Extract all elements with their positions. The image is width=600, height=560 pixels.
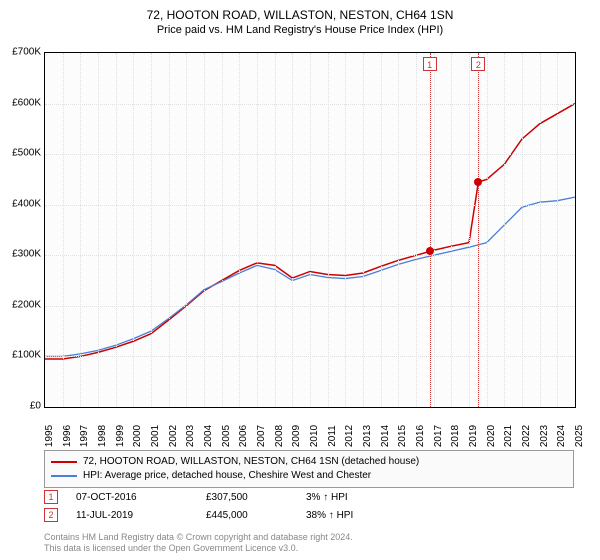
- xtick-label: 2019: [468, 425, 479, 447]
- xtick-label: 1998: [97, 425, 108, 447]
- ytick-label: £400K: [12, 198, 41, 209]
- xtick-label: 2009: [291, 425, 302, 447]
- transaction-marker: [426, 247, 434, 255]
- transaction-number-box: 2: [44, 508, 58, 522]
- transaction-vline: [430, 53, 431, 407]
- xtick-label: 2008: [274, 425, 285, 447]
- chart-title-block: 72, HOOTON ROAD, WILLASTON, NESTON, CH64…: [0, 0, 600, 36]
- legend-label: 72, HOOTON ROAD, WILLASTON, NESTON, CH64…: [83, 455, 419, 469]
- transaction-date: 07-OCT-2016: [76, 492, 206, 503]
- xtick-label: 2015: [397, 425, 408, 447]
- transaction-box: 1: [423, 57, 437, 71]
- xtick-label: 2025: [574, 425, 585, 447]
- xtick-label: 2014: [380, 425, 391, 447]
- xtick-label: 2004: [203, 425, 214, 447]
- xtick-label: 2024: [556, 425, 567, 447]
- xtick-label: 1999: [115, 425, 126, 447]
- legend-swatch: [51, 461, 77, 463]
- chart-legend: 72, HOOTON ROAD, WILLASTON, NESTON, CH64…: [44, 450, 574, 488]
- transaction-pct: 38% ↑ HPI: [306, 510, 386, 521]
- ytick-label: £700K: [12, 47, 41, 58]
- transaction-table: 1 07-OCT-2016£307,5003% ↑ HPI 2 11-JUL-2019…: [44, 490, 386, 526]
- ytick-label: £300K: [12, 249, 41, 260]
- xtick-label: 2013: [362, 425, 373, 447]
- xtick-label: 2003: [185, 425, 196, 447]
- transaction-vline: [478, 53, 479, 407]
- xtick-label: 2001: [150, 425, 161, 447]
- chart-footer: Contains HM Land Registry data © Crown c…: [44, 532, 353, 554]
- xtick-label: 2020: [486, 425, 497, 447]
- transaction-row: 2 11-JUL-2019£445,00038% ↑ HPI: [44, 508, 386, 522]
- xtick-label: 2021: [503, 425, 514, 447]
- legend-label: HPI: Average price, detached house, Ches…: [83, 469, 371, 483]
- xtick-label: 2007: [256, 425, 267, 447]
- xtick-label: 2010: [309, 425, 320, 447]
- ytick-label: £200K: [12, 299, 41, 310]
- transaction-date: 11-JUL-2019: [76, 510, 206, 521]
- transaction-pct: 3% ↑ HPI: [306, 492, 386, 503]
- chart-subtitle: Price paid vs. HM Land Registry's House …: [0, 24, 600, 36]
- ytick-label: £0: [30, 401, 41, 412]
- legend-item: HPI: Average price, detached house, Ches…: [51, 469, 567, 483]
- legend-item: 72, HOOTON ROAD, WILLASTON, NESTON, CH64…: [51, 455, 567, 469]
- xtick-label: 2005: [221, 425, 232, 447]
- xtick-label: 1995: [44, 425, 55, 447]
- chart-title: 72, HOOTON ROAD, WILLASTON, NESTON, CH64…: [0, 8, 600, 22]
- xtick-label: 2002: [168, 425, 179, 447]
- footer-line-2: This data is licensed under the Open Gov…: [44, 543, 353, 554]
- xtick-label: 2006: [238, 425, 249, 447]
- ytick-label: £600K: [12, 97, 41, 108]
- ytick-label: £100K: [12, 350, 41, 361]
- transaction-number-box: 1: [44, 490, 58, 504]
- legend-swatch: [51, 475, 77, 477]
- xtick-label: 1997: [79, 425, 90, 447]
- xtick-label: 2017: [433, 425, 444, 447]
- ytick-label: £500K: [12, 148, 41, 159]
- xtick-label: 2011: [327, 425, 338, 447]
- footer-line-1: Contains HM Land Registry data © Crown c…: [44, 532, 353, 543]
- transaction-price: £307,500: [206, 492, 306, 503]
- xtick-label: 2000: [132, 425, 143, 447]
- transaction-box: 2: [471, 57, 485, 71]
- chart-plot-area: 12: [44, 52, 576, 408]
- xtick-label: 2016: [415, 425, 426, 447]
- xtick-label: 2022: [521, 425, 532, 447]
- xtick-label: 2018: [450, 425, 461, 447]
- transaction-row: 1 07-OCT-2016£307,5003% ↑ HPI: [44, 490, 386, 504]
- xtick-label: 2012: [344, 425, 355, 447]
- transaction-marker: [474, 178, 482, 186]
- transaction-price: £445,000: [206, 510, 306, 521]
- xtick-label: 1996: [62, 425, 73, 447]
- xtick-label: 2023: [539, 425, 550, 447]
